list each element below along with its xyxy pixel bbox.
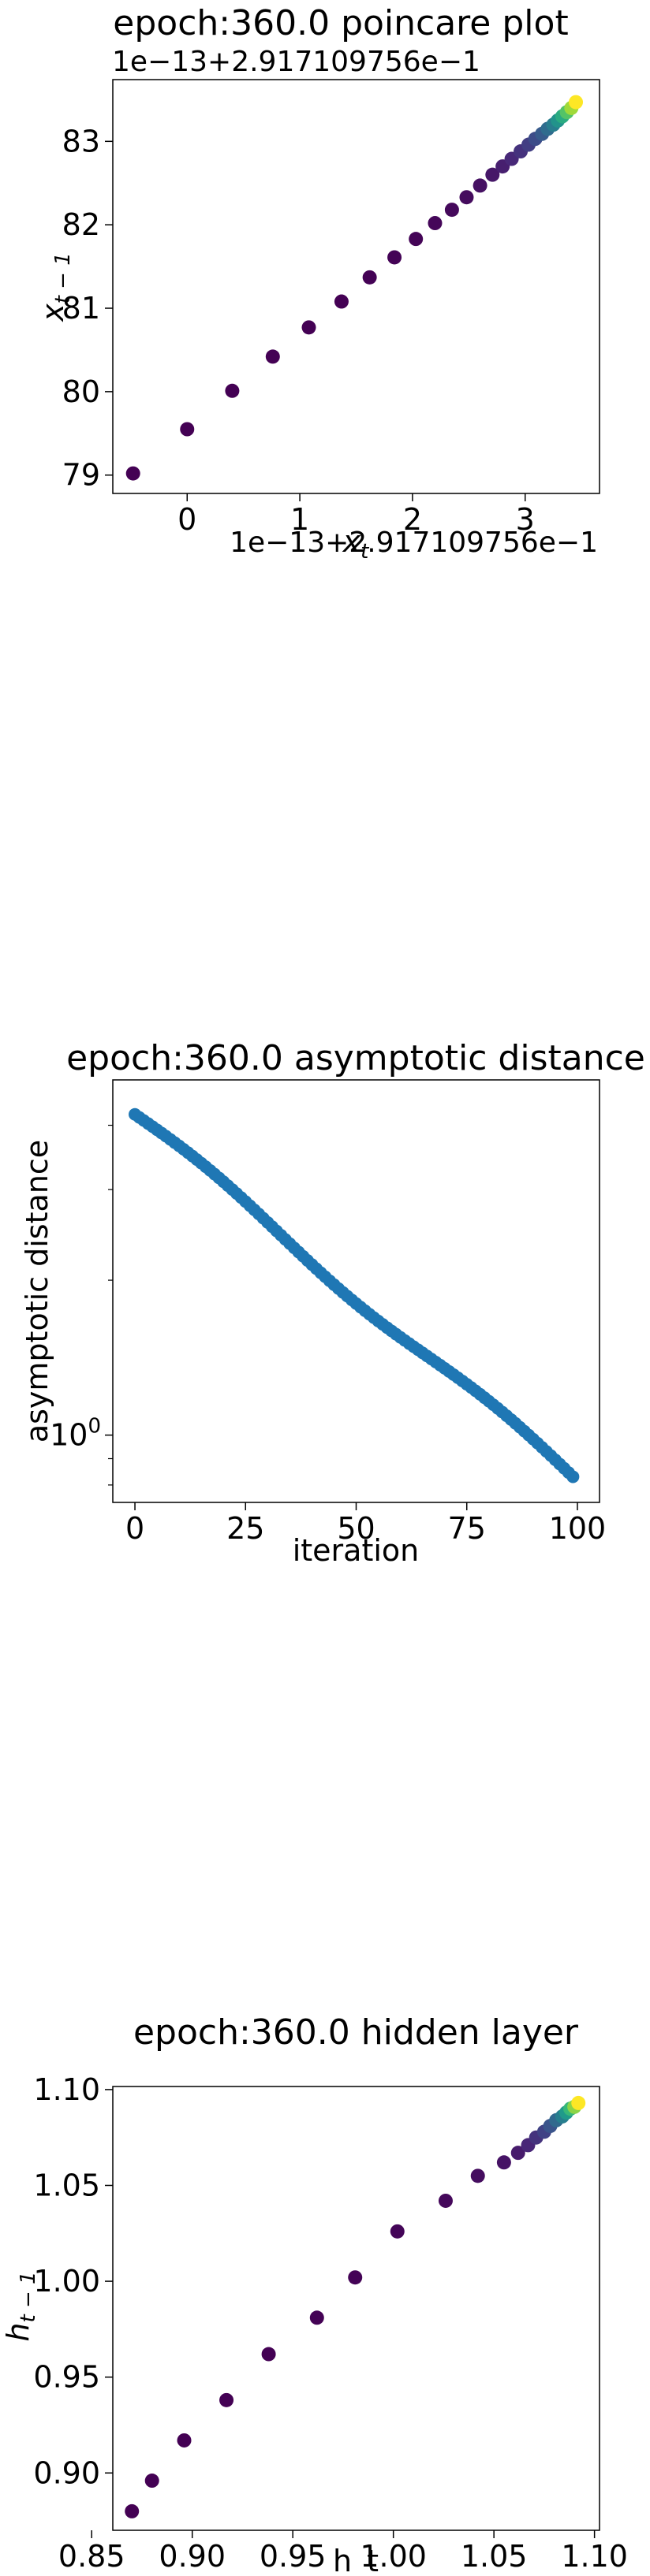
y-axis-major-tick: 100	[50, 1415, 113, 1453]
x-tick-label: 100	[549, 1511, 607, 1546]
x-tick-label: 3	[516, 502, 535, 537]
data-point	[180, 422, 195, 437]
x-tick-label: 50	[337, 1511, 375, 1546]
y-tick-label: 83	[62, 124, 100, 158]
x-tick-label: 0.95	[260, 2539, 327, 2574]
y-tick-label: 0.95	[33, 2360, 100, 2395]
y-tick-label: 81	[62, 291, 100, 326]
x-axis-ticks: 0.85 0.90 0.95 1.00 1.05 1.10	[58, 2530, 628, 2574]
data-points	[129, 1107, 580, 1483]
data-point	[459, 190, 474, 205]
x-tick-label: 2	[403, 502, 422, 537]
data-points	[125, 2095, 586, 2518]
data-point	[566, 1470, 580, 1483]
data-point	[387, 250, 402, 265]
data-point	[177, 2433, 192, 2448]
y-axis-label: asymptotic distance	[20, 1140, 54, 1442]
y-tick-label: 1.10	[33, 2072, 100, 2107]
data-point	[348, 2270, 363, 2285]
y-axis-ticks: 0.90 0.95 1.00 1.05 1.10	[33, 2072, 113, 2490]
y-tick-label: 1.05	[33, 2168, 100, 2202]
x-axis-label: xt	[342, 524, 370, 564]
data-point	[261, 2347, 276, 2362]
x-axis-ticks: 0 1 2 3	[177, 493, 535, 537]
data-point	[409, 232, 424, 247]
data-point	[225, 383, 240, 398]
chart-title: epoch:360.0 hidden layer	[133, 2012, 579, 2053]
y-tick-label: 1.00	[33, 2264, 100, 2299]
poincare-plot: epoch:360.0 poincare plot 1e−13+2.917109…	[35, 3, 600, 564]
x-offset-label: 1e−13+2.917109756e−1	[230, 527, 598, 559]
data-point	[334, 294, 349, 309]
x-tick-label: 1.00	[360, 2539, 427, 2574]
data-point	[219, 2392, 234, 2407]
x-tick-label: 0.90	[159, 2539, 226, 2574]
hidden-layer-plot: epoch:360.0 hidden layer 0.90 0.95 1.00 1.0…	[1, 2012, 628, 2576]
data-point	[125, 2503, 140, 2518]
data-point	[362, 270, 377, 285]
data-point	[473, 178, 488, 193]
y-axis-minor-ticks	[108, 1124, 113, 1486]
x-tick-label: 0	[125, 1511, 144, 1546]
data-point	[444, 203, 459, 218]
x-axis-ticks: 0 25 50 75 100	[125, 1502, 606, 1546]
data-point	[569, 95, 584, 110]
data-point	[301, 320, 316, 335]
data-point	[144, 2474, 159, 2489]
chart-title: epoch:360.0 asymptotic distance	[66, 1038, 645, 1078]
chart-title: epoch:360.0 poincare plot	[113, 3, 568, 43]
y-tick-label: 0.90	[33, 2455, 100, 2490]
y-tick-label: 79	[62, 458, 100, 493]
y-offset-label: 1e−13+2.917109756e−1	[112, 46, 480, 78]
x-axis-label: h_t	[333, 2544, 379, 2576]
data-point	[428, 216, 443, 231]
data-point	[571, 2095, 586, 2110]
y-tick-label: 80	[62, 374, 100, 409]
data-points	[125, 95, 584, 481]
y-tick-label: 100	[50, 1415, 101, 1453]
y-axis-ticks: 79 80 81 82 83	[62, 124, 113, 493]
data-point	[485, 167, 500, 182]
data-point	[510, 2146, 525, 2161]
x-tick-label: 25	[226, 1511, 264, 1546]
y-axis-label: xt − 1	[35, 252, 75, 322]
y-axis-label: ht − 1	[1, 2271, 40, 2341]
x-axis-label: iteration	[293, 1533, 420, 1568]
plot-frame	[112, 79, 600, 494]
x-tick-label: 75	[448, 1511, 486, 1546]
data-point	[470, 2168, 485, 2183]
data-point	[265, 349, 280, 364]
data-point	[496, 2155, 511, 2170]
data-point	[390, 2224, 405, 2239]
y-tick-label: 82	[62, 207, 100, 242]
x-tick-label: 0.85	[58, 2539, 125, 2574]
asymptotic-distance-plot: epoch:360.0 asymptotic distance 100 0 25 5…	[20, 1038, 645, 1568]
x-tick-label: 0	[177, 502, 196, 537]
x-tick-label: 1	[290, 502, 309, 537]
plot-frame	[112, 2086, 600, 2531]
data-point	[438, 2193, 453, 2208]
data-point	[125, 466, 140, 481]
x-tick-label: 1.10	[561, 2539, 628, 2574]
x-tick-label: 1.05	[461, 2539, 528, 2574]
data-point	[309, 2310, 324, 2325]
